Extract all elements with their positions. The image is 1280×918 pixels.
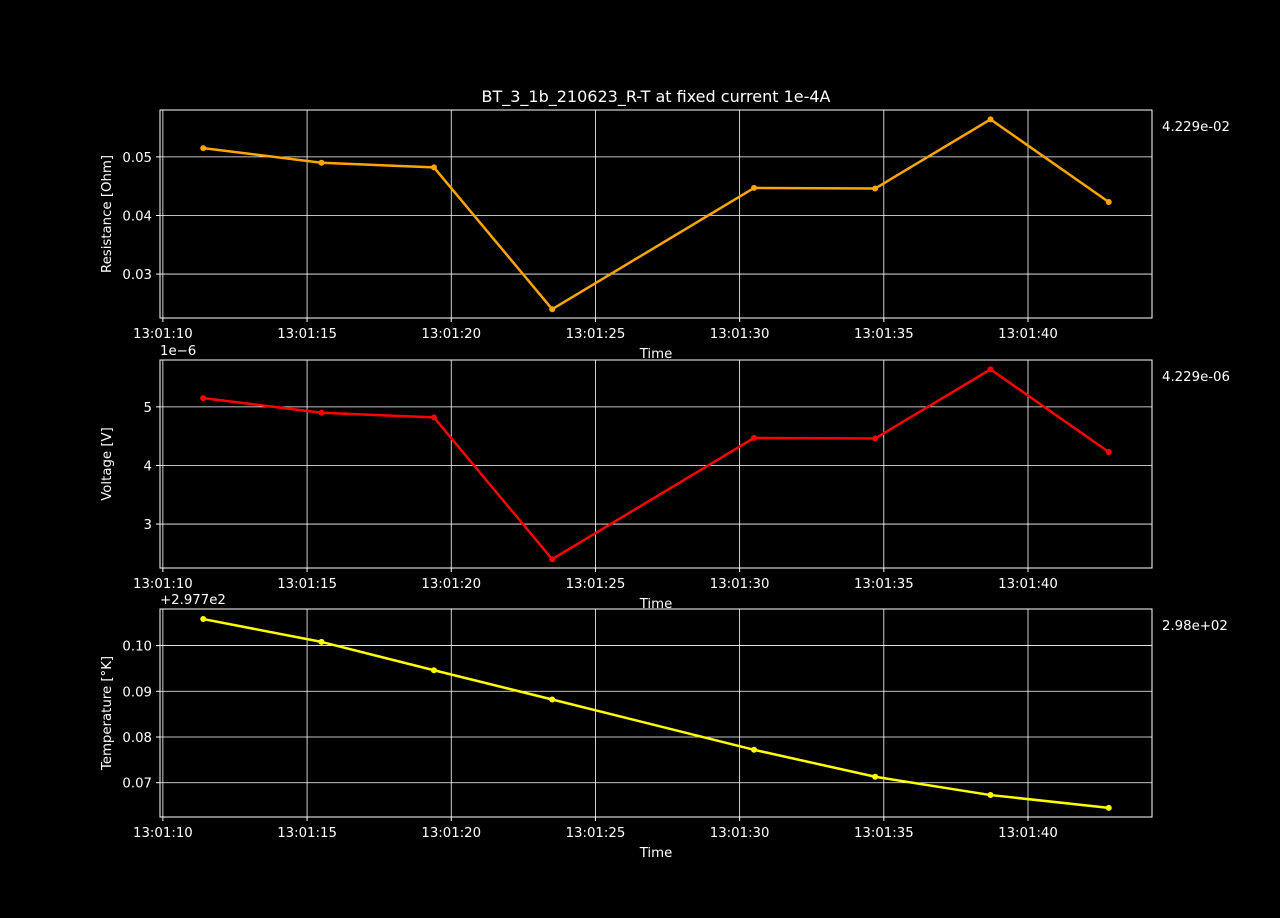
resistance-x-tick-label: 13:01:10	[133, 327, 193, 342]
resistance-y-tick-label: 0.05	[122, 151, 152, 166]
temperature-x-tick-label: 13:01:15	[277, 826, 337, 841]
resistance-data-point	[430, 164, 437, 171]
resistance-x-axis-label: Time	[639, 347, 673, 362]
temperature-y-tick-label: 0.09	[122, 685, 152, 700]
resistance-data-point	[318, 159, 325, 166]
temperature-last-value-label: 2.98e+02	[1162, 619, 1228, 634]
temperature-x-tick-label: 13:01:35	[854, 826, 914, 841]
voltage-y-tick-label: 5	[144, 401, 152, 416]
resistance-last-value-label: 4.229e-02	[1162, 120, 1230, 135]
temperature-data-point	[549, 696, 556, 703]
temperature-y-tick-label: 0.07	[122, 777, 152, 792]
voltage-y-tick-label: 3	[144, 518, 152, 533]
voltage-axes-frame	[159, 359, 1153, 569]
voltage-data-point	[1105, 448, 1112, 455]
resistance-x-tick-label: 13:01:35	[854, 327, 914, 342]
resistance-axes-frame	[159, 109, 1153, 319]
resistance-y-axis-label: Resistance [Ohm]	[100, 155, 115, 273]
voltage-data-point	[751, 434, 758, 441]
voltage-last-value-label: 4.229e-06	[1162, 370, 1230, 385]
voltage-data-point	[872, 435, 879, 442]
resistance-data-point	[1105, 198, 1112, 205]
resistance-x-tick-label: 13:01:25	[566, 327, 626, 342]
temperature-x-tick-label: 13:01:25	[566, 826, 626, 841]
voltage-x-tick-label: 13:01:20	[421, 577, 481, 592]
voltage-offset-text: 1e−6	[160, 344, 196, 359]
resistance-x-tick-label: 13:01:15	[277, 327, 337, 342]
voltage-x-tick-label: 13:01:25	[566, 577, 626, 592]
temperature-y-axis-label: Temperature [°K]	[100, 656, 115, 771]
temperature-x-tick-label: 13:01:10	[133, 826, 193, 841]
temperature-offset-text: +2.977e2	[160, 593, 226, 608]
temperature-subplot: 13:01:10 13:01:15 13:01:20 13:01:25 13:01:30…	[100, 593, 1228, 861]
voltage-data-point	[987, 366, 994, 373]
temperature-data-point	[987, 792, 994, 799]
temperature-x-tick-label: 13:01:20	[421, 826, 481, 841]
temperature-x-tick-label: 13:01:30	[710, 826, 770, 841]
voltage-subplot: 13:01:10 13:01:15 13:01:20 13:01:25 13:01:30…	[100, 344, 1230, 612]
temperature-axes-frame	[159, 608, 1153, 818]
resistance-subplot: 13:01:10 13:01:15 13:01:20 13:01:25 13:01:30…	[100, 109, 1230, 362]
voltage-y-tick-label: 4	[144, 459, 152, 474]
voltage-x-tick-label: 13:01:15	[277, 577, 337, 592]
voltage-series-line	[203, 368, 1110, 561]
resistance-data-point	[987, 116, 994, 123]
voltage-data-point	[200, 395, 207, 402]
temperature-x-tick-label: 13:01:40	[998, 826, 1058, 841]
temperature-data-point	[200, 616, 207, 623]
temperature-data-point	[872, 773, 879, 780]
voltage-x-tick-label: 13:01:30	[710, 577, 770, 592]
temperature-x-axis-label: Time	[639, 846, 673, 861]
voltage-data-point	[318, 409, 325, 416]
voltage-x-tick-label: 13:01:10	[133, 577, 193, 592]
temperature-data-point	[318, 638, 325, 645]
resistance-x-tick-label: 13:01:30	[710, 327, 770, 342]
voltage-data-point	[430, 414, 437, 421]
temperature-data-point	[430, 667, 437, 674]
temperature-data-point	[751, 746, 758, 753]
temperature-data-point	[1105, 804, 1112, 811]
resistance-y-tick-label: 0.03	[122, 268, 152, 283]
resistance-series-line	[203, 118, 1110, 311]
resistance-x-tick-label: 13:01:20	[421, 327, 481, 342]
resistance-x-tick-label: 13:01:40	[998, 327, 1058, 342]
voltage-x-tick-label: 13:01:40	[998, 577, 1058, 592]
resistance-y-tick-label: 0.04	[122, 209, 152, 224]
chart-title: BT_3_1b_210623_R-T at fixed current 1e-4…	[481, 87, 830, 107]
temperature-series-line	[203, 617, 1109, 810]
temperature-y-tick-label: 0.10	[122, 640, 152, 655]
resistance-data-point	[751, 184, 758, 191]
resistance-data-point	[200, 145, 207, 152]
temperature-y-tick-label: 0.08	[122, 731, 152, 746]
resistance-data-point	[549, 306, 556, 313]
resistance-data-point	[872, 185, 879, 192]
voltage-x-axis-label: Time	[639, 597, 673, 612]
subplots: 13:01:10 13:01:15 13:01:20 13:01:25 13:01:30…	[100, 109, 1230, 861]
voltage-y-axis-label: Voltage [V]	[100, 427, 115, 501]
voltage-x-tick-label: 13:01:35	[854, 577, 914, 592]
voltage-data-point	[549, 556, 556, 563]
